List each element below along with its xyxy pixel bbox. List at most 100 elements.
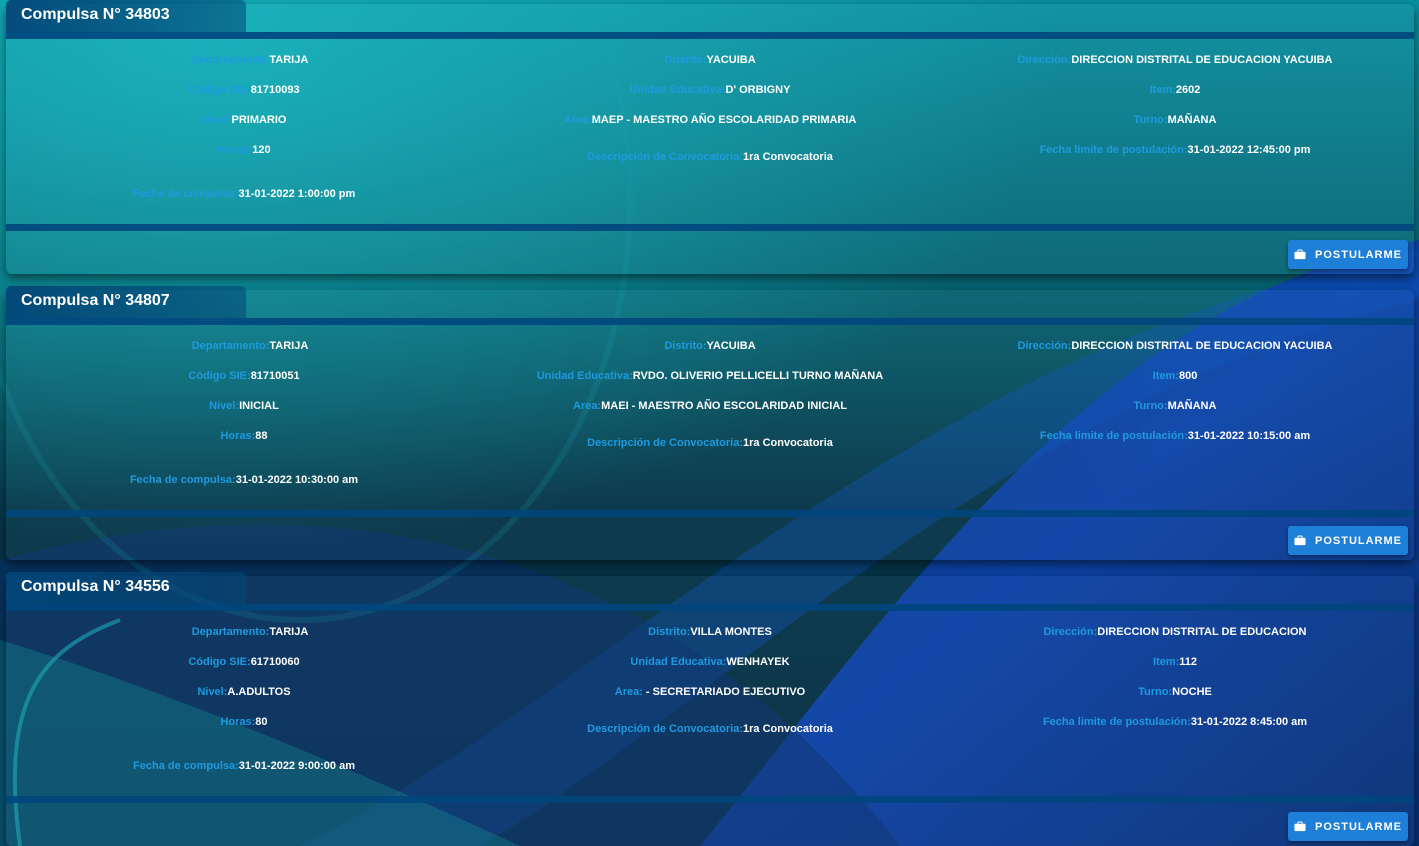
field-fecha-limite: Fecha limite de postulación:31-01-2022 1… <box>1040 430 1310 442</box>
field-label: Area: <box>563 114 592 126</box>
field-item: Item:800 <box>1153 370 1198 382</box>
field-value: 31-01-2022 8:45:00 am <box>1190 716 1308 728</box>
field-area: Area:MAEP - MAESTRO AÑO ESCOLARIDAD PRIM… <box>564 114 857 126</box>
briefcase-icon <box>1294 249 1306 260</box>
field-area: Area:MAEI - MAESTRO AÑO ESCOLARIDAD INIC… <box>573 400 847 412</box>
field-value: D' ORBIGNY <box>725 84 791 96</box>
field-label: Dirección: <box>1043 626 1098 638</box>
field-fecha-compulsa: Fecha de compulsa:31-01-2022 9:00:00 am <box>133 760 355 772</box>
field-label: Código SIE: <box>188 84 251 96</box>
field-turno: Turno:NOCHE <box>1138 686 1212 698</box>
field-departamento: Departamento:TARIJA <box>192 340 309 352</box>
card-title: Compulsa N° 34803 <box>21 6 170 23</box>
footer-divider <box>6 510 1414 517</box>
field-distrito: Distrito:YACUIBA <box>664 340 755 352</box>
field-label: Unidad Educativa: <box>630 656 727 668</box>
field-value: MAEP - MAESTRO AÑO ESCOLARIDAD PRIMARIA <box>591 114 857 126</box>
field-value: 1ra Convocatoria <box>743 723 833 735</box>
postularme-button[interactable]: POSTULARME <box>1288 812 1408 841</box>
postularme-button-label: POSTULARME <box>1315 820 1402 833</box>
field-value: DIRECCION DISTRITAL DE EDUCACION <box>1097 626 1307 638</box>
field-item: Item:2602 <box>1150 84 1201 96</box>
card-header-tab: Compulsa N° 34556 <box>6 572 246 604</box>
field-label: Departamento: <box>191 340 270 352</box>
field-label: Dirección: <box>1017 340 1072 352</box>
field-value: 61710060 <box>250 656 300 668</box>
field-value: YACUIBA <box>706 340 756 352</box>
field-value: 31-01-2022 1:00:00 pm <box>238 188 356 200</box>
field-label: Fecha limite de postulación: <box>1039 144 1188 156</box>
field-nivel: Nivel:INICIAL <box>209 400 279 412</box>
header-divider <box>6 604 1414 611</box>
field-turno: Turno:MAÑANA <box>1134 400 1217 412</box>
field-label: Descripción de Convocatoria: <box>587 437 743 449</box>
field-value: PRIMARIO <box>231 114 287 126</box>
field-turno: Turno:MAÑANA <box>1134 114 1217 126</box>
field-label: Turno: <box>1138 686 1173 698</box>
field-label: Dirección: <box>1017 54 1072 66</box>
field-label: Fecha limite de postulación: <box>1042 716 1191 728</box>
footer-divider <box>6 224 1414 231</box>
field-horas: Horas:80 <box>220 716 267 728</box>
field-label: Código SIE: <box>188 370 251 382</box>
card-header-tab: Compulsa N° 34803 <box>6 0 246 32</box>
field-unidad-educativa: Unidad Educativa:D' ORBIGNY <box>630 84 791 96</box>
field-label: Unidad Educativa: <box>536 370 633 382</box>
field-label: Area: <box>614 686 643 698</box>
header-divider <box>6 32 1414 39</box>
field-value: YACUIBA <box>706 54 756 66</box>
field-label: Fecha de compulsa: <box>133 760 239 772</box>
field-direccion: Dirección:DIRECCION DISTRITAL DE EDUCACI… <box>1018 340 1333 352</box>
field-value: 31-01-2022 10:30:00 am <box>235 474 359 486</box>
card-title: Compulsa N° 34556 <box>21 578 170 595</box>
field-value: A.ADULTOS <box>227 686 291 698</box>
field-item: Item:112 <box>1153 656 1197 668</box>
field-label: Item: <box>1149 84 1176 96</box>
field-area: Area: - SECRETARIADO EJECUTIVO <box>615 686 806 698</box>
field-label: Horas: <box>220 430 256 442</box>
field-label: Nivel: <box>209 400 240 412</box>
field-fecha-compulsa: Fecha de compulsa:31-01-2022 1:00:00 pm <box>133 188 356 200</box>
field-value: MAEI - MAESTRO AÑO ESCOLARIDAD INICIAL <box>601 400 847 412</box>
postularme-button[interactable]: POSTULARME <box>1288 240 1408 269</box>
field-label: Nivel: <box>197 686 228 698</box>
field-descripcion: Descripción de Convocatoria:1ra Convocat… <box>587 151 833 163</box>
field-unidad-educativa: Unidad Educativa:RVDO. OLIVERIO PELLICEL… <box>537 370 883 382</box>
field-value: - SECRETARIADO EJECUTIVO <box>642 686 806 698</box>
field-descripcion: Descripción de Convocatoria:1ra Convocat… <box>587 723 833 735</box>
field-value: 800 <box>1178 370 1198 382</box>
field-value: 31-01-2022 10:15:00 am <box>1187 430 1311 442</box>
field-value: 81710051 <box>250 370 300 382</box>
field-value: DIRECCION DISTRITAL DE EDUCACION YACUIBA <box>1071 54 1333 66</box>
field-value: 80 <box>255 716 268 728</box>
field-horas: Horas:120 <box>217 144 270 156</box>
field-value: 81710093 <box>250 84 300 96</box>
field-distrito: Distrito:YACUIBA <box>664 54 755 66</box>
field-codigo-sie: Código SIE:81710093 <box>188 84 299 96</box>
field-label: Item: <box>1152 656 1180 668</box>
field-descripcion: Descripción de Convocatoria:1ra Convocat… <box>587 437 833 449</box>
field-nivel: Nivel:PRIMARIO <box>202 114 287 126</box>
field-value: 120 <box>252 144 271 156</box>
field-unidad-educativa: Unidad Educativa:WENHAYEK <box>630 656 789 668</box>
field-value: DIRECCION DISTRITAL DE EDUCACION YACUIBA <box>1071 340 1333 352</box>
postularme-button[interactable]: POSTULARME <box>1288 526 1408 555</box>
header-divider <box>6 318 1414 325</box>
field-value: 2602 <box>1175 84 1201 96</box>
compulsa-card: Compulsa N° 34556 Departamento:TARIJA Dist… <box>6 572 1414 846</box>
field-direccion: Dirección:DIRECCION DISTRITAL DE EDUCACI… <box>1018 54 1333 66</box>
field-label: Código SIE: <box>188 656 251 668</box>
postularme-button-label: POSTULARME <box>1315 534 1402 547</box>
briefcase-icon <box>1294 535 1306 546</box>
field-label: Distrito: <box>648 626 691 638</box>
field-codigo-sie: Código SIE:61710060 <box>188 656 299 668</box>
field-label: Fecha de compulsa: <box>129 474 236 486</box>
field-nivel: Nivel:A.ADULTOS <box>197 686 290 698</box>
field-value: 1ra Convocatoria <box>743 437 833 449</box>
field-horas: Horas:88 <box>220 430 267 442</box>
field-fecha-limite: Fecha limite de postulación:31-01-2022 8… <box>1043 716 1307 728</box>
field-label: Horas: <box>217 144 253 156</box>
field-label: Area: <box>573 400 602 412</box>
